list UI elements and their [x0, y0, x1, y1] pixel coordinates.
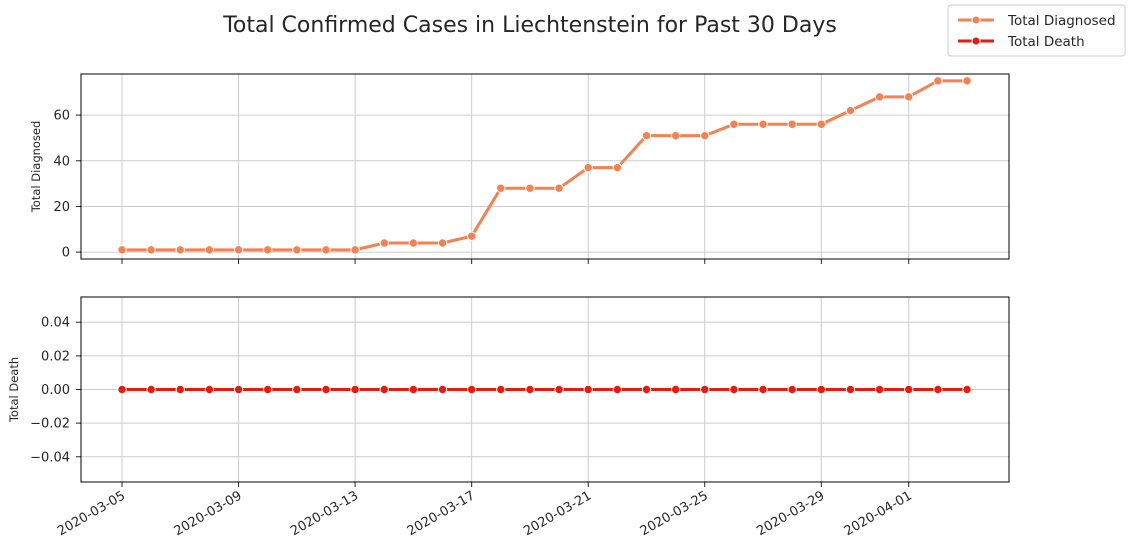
y-tick-label: 0.02 [41, 349, 70, 364]
data-point [612, 162, 623, 173]
data-point [904, 92, 914, 102]
x-tick-label: 2020-03-13 [288, 488, 361, 539]
data-point [554, 384, 564, 395]
data-point [933, 384, 943, 395]
data-point [845, 105, 856, 116]
data-point [466, 384, 477, 395]
data-point [729, 119, 739, 129]
data-point [670, 130, 681, 141]
data-point [292, 384, 302, 395]
data-point [729, 384, 739, 395]
data-point [583, 384, 593, 395]
data-point [758, 384, 768, 395]
data-point [525, 384, 535, 395]
data-point [117, 384, 127, 395]
data-point [583, 162, 593, 173]
data-point [758, 119, 768, 129]
data-point [466, 231, 477, 241]
data-point [408, 238, 419, 248]
x-tick-labels: 2020-03-05 2020-03-09 2020-03-13 2020-03-17… [55, 488, 915, 539]
x-tick-label: 2020-03-09 [172, 488, 245, 539]
plot-frame [80, 296, 1010, 483]
chart-title: Total Confirmed Cases in Liechtenstein f… [222, 13, 837, 38]
data-point [933, 76, 943, 86]
data-point [700, 384, 710, 395]
y-tick-label: −0.04 [30, 450, 70, 465]
legend: Total Diagnosed Total Death [947, 4, 1126, 57]
data-point [525, 183, 535, 193]
y-tick-label: 20 [53, 200, 70, 215]
x-tick-label: 2020-03-17 [405, 488, 478, 539]
x-tick-label: 2020-04-01 [842, 488, 915, 539]
data-point [700, 130, 710, 141]
data-point [175, 384, 185, 395]
data-point [233, 245, 244, 255]
x-tick-label: 2020-03-25 [638, 488, 711, 539]
y-tick-label: 40 [53, 154, 70, 169]
data-point [146, 384, 156, 395]
data-point [117, 245, 127, 255]
data-point [787, 119, 797, 129]
x-tick-label: 2020-03-05 [55, 488, 128, 539]
series-line [120, 79, 969, 252]
data-point [204, 384, 215, 395]
plot-frame [80, 73, 1010, 260]
data-point [350, 245, 360, 255]
y-axis-label: Total Death [7, 357, 21, 423]
y-tick-label: 0 [62, 246, 70, 261]
data-point [379, 238, 389, 248]
x-tick-label: 2020-03-21 [521, 488, 594, 539]
data-point [962, 76, 972, 86]
data-point [554, 183, 564, 193]
data-point [904, 384, 914, 395]
data-point [262, 384, 273, 395]
y-tick-label: 60 [53, 109, 70, 124]
data-point [670, 384, 681, 395]
data-point [262, 245, 273, 255]
data-point [962, 384, 972, 395]
legend-label-total-diagnosed: Total Diagnosed [1007, 13, 1116, 29]
data-point [321, 245, 331, 255]
y-axis-label: Total Diagnosed [29, 121, 43, 214]
y-tick-label: 0.04 [41, 316, 70, 331]
x-tick-label: 2020-03-29 [754, 488, 827, 539]
data-point [641, 384, 652, 395]
data-point [816, 384, 827, 395]
data-point [641, 130, 652, 141]
legend-marker-total-death [971, 36, 981, 46]
data-point [146, 245, 156, 255]
data-point [874, 384, 885, 395]
data-point [437, 238, 448, 248]
data-point [321, 384, 331, 395]
data-point [496, 384, 506, 395]
legend-box [947, 4, 1126, 57]
subplot-total-diagnosed: 0 20 40 60 Total Diagnosed [29, 73, 1010, 264]
data-point [874, 92, 885, 102]
subplot-total-death: −0.04 −0.02 0.00 0.02 0.04 Total Death [7, 296, 1010, 487]
y-tick-label: 0.00 [41, 383, 70, 398]
data-point [845, 384, 856, 395]
data-point [292, 245, 302, 255]
data-point [379, 384, 389, 395]
data-point [175, 245, 185, 255]
data-point [816, 119, 827, 129]
y-tick-label: −0.02 [30, 417, 70, 432]
data-point [233, 384, 244, 395]
legend-label-total-death: Total Death [1007, 34, 1085, 50]
data-point [437, 384, 448, 395]
data-point [204, 245, 215, 255]
data-point [787, 384, 797, 395]
data-point [496, 183, 506, 193]
legend-marker-total-diagnosed [971, 15, 981, 25]
data-point [408, 384, 419, 395]
data-point [350, 384, 360, 395]
data-point [612, 384, 623, 395]
